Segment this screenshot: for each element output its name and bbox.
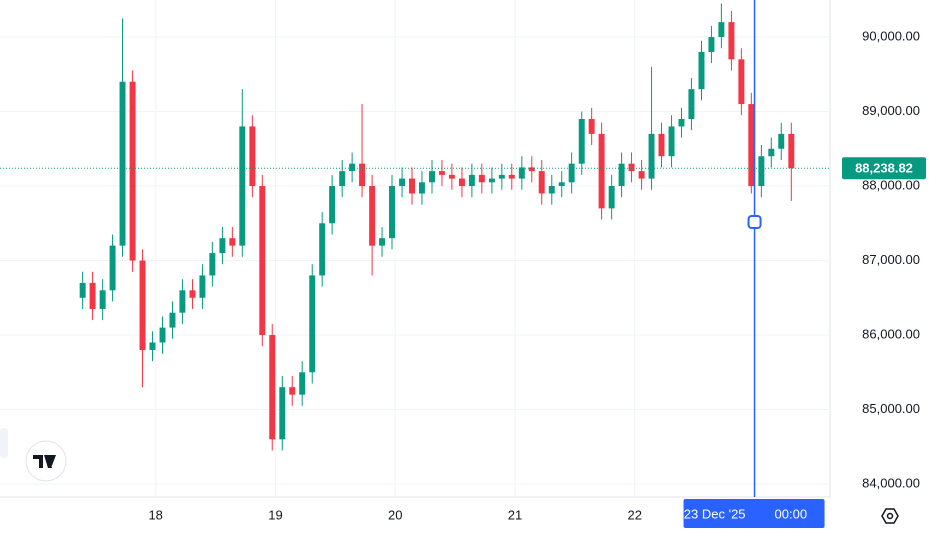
candle-body bbox=[169, 312, 176, 328]
crosshair-date-box bbox=[683, 499, 825, 528]
candle-body bbox=[299, 372, 306, 395]
crosshair-date: 23 Dec '25 bbox=[684, 506, 746, 521]
crosshair-time: 00:00 bbox=[775, 506, 808, 521]
tradingview-logo bbox=[25, 440, 67, 482]
candle-body bbox=[738, 59, 745, 105]
candle-body bbox=[518, 167, 525, 179]
candle-body bbox=[748, 104, 755, 187]
candle-body bbox=[249, 126, 256, 187]
x-tick-label: 21 bbox=[508, 507, 522, 522]
candle-body bbox=[189, 290, 196, 298]
candle-body bbox=[89, 282, 96, 309]
candle-body bbox=[538, 171, 545, 194]
candle-body bbox=[468, 174, 475, 187]
candle-body bbox=[448, 174, 455, 179]
candle-body bbox=[678, 118, 685, 127]
candle-body bbox=[458, 178, 465, 187]
candle-body bbox=[129, 81, 136, 261]
candle-body bbox=[638, 171, 645, 179]
candle-body bbox=[369, 186, 376, 246]
candle-body bbox=[359, 163, 366, 187]
candle-body bbox=[548, 186, 555, 194]
candle-body bbox=[558, 182, 565, 187]
candle-body bbox=[409, 178, 415, 194]
candle-body bbox=[79, 282, 86, 298]
candle-body bbox=[478, 174, 485, 183]
candle-body bbox=[598, 133, 605, 209]
candle-body bbox=[209, 253, 216, 276]
y-tick-label: 89,000.00 bbox=[862, 103, 920, 118]
candle-body bbox=[728, 22, 735, 60]
candle-body bbox=[658, 133, 665, 157]
candle-body bbox=[788, 133, 795, 169]
overlay: 88,238.82 23 Dec '25 00:00 bbox=[0, 0, 926, 528]
candle-body bbox=[488, 178, 495, 183]
candle-body bbox=[429, 171, 435, 183]
candle-body bbox=[578, 118, 585, 164]
candle-body bbox=[109, 245, 116, 291]
candle-body bbox=[628, 163, 635, 172]
candle-body bbox=[179, 290, 186, 313]
y-tick-label: 85,000.00 bbox=[862, 401, 920, 416]
candle-body bbox=[618, 163, 625, 187]
candle-body bbox=[418, 182, 425, 194]
candle-body bbox=[309, 275, 316, 373]
candle-body bbox=[608, 186, 615, 209]
candle-body bbox=[528, 167, 535, 172]
candles bbox=[79, 3, 795, 451]
candle-body bbox=[99, 290, 106, 309]
candle-body bbox=[269, 335, 276, 440]
y-tick-label: 86,000.00 bbox=[862, 326, 920, 341]
candle-body bbox=[399, 178, 406, 187]
x-tick-label: 19 bbox=[268, 507, 282, 522]
candle-body bbox=[119, 81, 126, 246]
crosshair-handle bbox=[747, 215, 762, 229]
candle-body bbox=[239, 126, 246, 246]
candle-body bbox=[438, 171, 445, 175]
x-tick-label: 18 bbox=[148, 507, 162, 522]
candle-body bbox=[588, 118, 595, 134]
candle-body bbox=[199, 275, 206, 298]
candle-body bbox=[349, 163, 356, 172]
grid bbox=[0, 0, 830, 497]
settings-icon[interactable] bbox=[881, 508, 899, 524]
candle-body bbox=[568, 163, 575, 183]
candle-body bbox=[289, 387, 296, 395]
candle-body bbox=[718, 22, 725, 38]
last-price-box bbox=[842, 157, 926, 180]
last-price-label: 88,238.82 bbox=[855, 161, 913, 176]
candle-body bbox=[259, 186, 266, 336]
candle-body bbox=[229, 238, 236, 246]
candle-body bbox=[329, 186, 336, 224]
y-tick-label: 88,000.00 bbox=[862, 177, 920, 192]
candle-body bbox=[698, 51, 705, 90]
candle-body bbox=[339, 171, 346, 187]
candle-body bbox=[768, 148, 775, 157]
y-tick-label: 90,000.00 bbox=[862, 28, 920, 43]
candle-body bbox=[279, 387, 286, 440]
candle-body bbox=[149, 342, 156, 350]
side-toggle[interactable] bbox=[0, 428, 8, 458]
candle-body bbox=[498, 174, 505, 179]
candle-body bbox=[648, 133, 655, 179]
candle-body bbox=[508, 174, 515, 179]
candle-body bbox=[668, 126, 675, 157]
candle-body bbox=[758, 156, 765, 187]
y-tick-label: 84,000.00 bbox=[862, 475, 920, 490]
candle-body bbox=[708, 37, 715, 52]
candle-body bbox=[379, 238, 386, 246]
x-tick-label: 20 bbox=[388, 507, 402, 522]
candle-body bbox=[688, 89, 695, 119]
x-tick-label: 22 bbox=[628, 507, 642, 522]
candle-body bbox=[159, 327, 166, 343]
candle-body bbox=[319, 223, 326, 276]
candle-body bbox=[778, 133, 785, 149]
candle-body bbox=[219, 238, 226, 254]
candle-body bbox=[389, 186, 395, 239]
candle-body bbox=[139, 260, 146, 350]
y-tick-label: 87,000.00 bbox=[862, 252, 920, 267]
